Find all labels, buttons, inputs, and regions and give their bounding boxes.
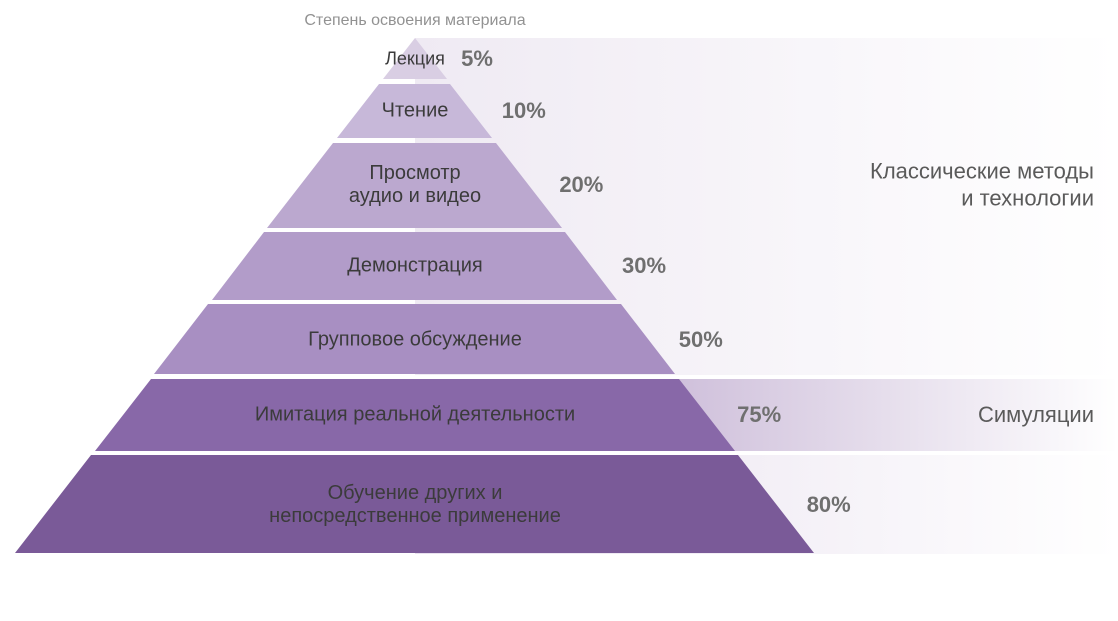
pyramid-level-percent-4: 50% (679, 327, 723, 353)
pyramid-level-percent-1: 10% (502, 98, 546, 124)
pyramid-level-percent-5: 75% (737, 402, 781, 428)
category-label-1: Симуляции (978, 402, 1094, 428)
pyramid-level-percent-3: 30% (622, 253, 666, 279)
pyramid-level-label-0: Лекция (385, 49, 445, 70)
learning-pyramid-diagram: Лекция 5% Чтение 10% Просмотр аудио и видео 2… (0, 0, 1118, 621)
pyramid-level-percent-6: 80% (807, 492, 851, 518)
pyramid-level-label-1: Чтение (382, 100, 449, 123)
pyramid-level-label-5: Имитация реальной деятельности (255, 403, 575, 426)
pyramid-level-label-3: Демонстрация (347, 255, 482, 278)
category-label-0: Классические методы и технологии (870, 159, 1094, 212)
pyramid-level-percent-0: 5% (461, 46, 493, 72)
pyramid-level-label-2: Просмотр аудио и видео (349, 162, 481, 208)
diagram-title: Степень освоения материала (304, 12, 525, 30)
pyramid-level-percent-2: 20% (559, 172, 603, 198)
pyramid-level-label-6: Обучение других и непосредственное приме… (269, 482, 561, 528)
pyramid-level-label-4: Групповое обсуждение (308, 328, 522, 351)
